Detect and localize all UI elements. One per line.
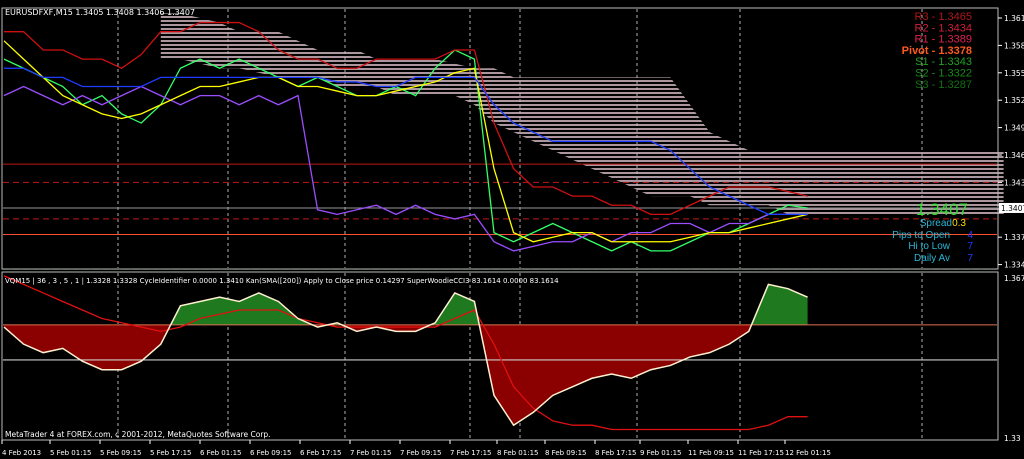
pivot-level-label: S3 - 1.3287 — [915, 79, 972, 91]
spread-label: Spread — [920, 218, 952, 229]
current-price-tag — [999, 202, 1024, 213]
daily-av-value: 7 — [967, 253, 973, 264]
pips-to-open-label: Pips to Open — [892, 230, 950, 241]
pivot-level-label: R2 - 1.3434 — [915, 22, 972, 34]
y-tick-label: 1.3495 — [1004, 124, 1024, 133]
series-line — [3, 49, 808, 252]
y-tick-label: 1.3615 — [1004, 14, 1024, 23]
time-axis: 4 Feb 2013 5 Feb 01:15 5 Feb 09:15 5 Feb 17… — [1, 440, 831, 457]
series-line — [4, 21, 808, 216]
x-tick-label: 11 Feb 09:15 — [688, 449, 734, 457]
ichimoku-cloud — [160, 13, 1004, 215]
price-axis: 1.3615 1.3585 1.3555 1.3525 1.3495 1.3465 1.34… — [998, 14, 1024, 443]
series-line — [4, 67, 808, 216]
symbol-info: EURUSDFXF,M15 1.3405 1.3408 1.3406 1.340… — [5, 8, 195, 17]
x-tick-label: 8 Feb 01:15 — [497, 449, 538, 457]
lower-panel-frame — [1, 271, 999, 441]
y-tick-label: 1.3465 — [1004, 151, 1024, 160]
x-tick-label: 4 Feb 2013 — [2, 449, 41, 457]
x-tick-label: 6 Feb 17:15 — [300, 449, 341, 457]
oscillator-line — [3, 283, 808, 427]
pivot-level-label: R1 - 1.3389 — [915, 34, 972, 46]
series-line — [3, 85, 808, 252]
x-tick-label: 8 Feb 17:15 — [595, 449, 636, 457]
series-line — [3, 40, 808, 243]
current-price-big: 1.3407 — [916, 200, 968, 219]
daily-av-label: Daily Av — [914, 253, 950, 264]
y-tick-label: 1.3435 — [1004, 178, 1024, 187]
x-tick-label: 7 Feb 17:15 — [450, 449, 491, 457]
y-tick-label: 1.3585 — [1004, 41, 1024, 50]
x-tick-label: 5 Feb 09:15 — [100, 449, 141, 457]
copyright-text: MetaTrader 4 at FOREX.com, c 2001-2012, … — [5, 430, 271, 439]
price-series — [3, 21, 808, 252]
y-tick-label: 1.3345 — [1004, 261, 1024, 270]
oscillator-panel — [3, 275, 997, 431]
y-tick-label: 1.3525 — [1004, 96, 1024, 105]
main-panel-frame — [1, 7, 999, 270]
x-tick-label: 9 Feb 01:15 — [640, 449, 681, 457]
signal-line — [3, 275, 808, 431]
positive-area — [4, 284, 808, 325]
y-tick-label: 1.33 — [1004, 434, 1021, 443]
x-tick-label: 12 Feb 01:15 — [785, 449, 831, 457]
pivot-level-label: S1 - 1.3343 — [915, 56, 972, 68]
indicator-info: VQM15 | 36 , 3 , 5 , 1 | 1.3328 1.3328 C… — [5, 277, 559, 285]
negative-area — [4, 325, 752, 426]
x-tick-label: 5 Feb 01:15 — [50, 449, 91, 457]
current-price-label: 1.3407 — [1001, 204, 1024, 213]
x-tick-label: 7 Feb 09:15 — [400, 449, 441, 457]
spread-value: 0.3 — [952, 218, 966, 229]
pips-to-open-value: 4 — [967, 230, 973, 241]
x-tick-label: 6 Feb 01:15 — [200, 449, 241, 457]
y-tick-label: 1.3555 — [1004, 69, 1024, 78]
x-tick-label: 7 Feb 01:15 — [350, 449, 391, 457]
x-tick-label: 11 Feb 17:15 — [738, 449, 784, 457]
x-tick-label: 8 Feb 09:15 — [545, 449, 586, 457]
x-tick-label: 5 Feb 17:15 — [150, 449, 191, 457]
y-tick-label: 1.3375 — [1004, 233, 1024, 242]
info-panel: 1.3407 Spread 0.3 Pips to Open 4 Hi to L… — [892, 200, 973, 264]
hi-to-low-label: Hi to Low — [908, 241, 950, 252]
cloud-area — [160, 13, 1004, 215]
hi-to-low-value: 7 — [967, 241, 973, 252]
pivot-level-label: Pivot - 1.3378 — [902, 45, 972, 57]
y-tick-label: 1.3675 — [1004, 274, 1024, 283]
pivot-level-label: S2 - 1.3322 — [915, 68, 972, 80]
x-tick-label: 6 Feb 09:15 — [250, 449, 291, 457]
pivot-level-label: R3 - 1.3465 — [915, 11, 972, 23]
